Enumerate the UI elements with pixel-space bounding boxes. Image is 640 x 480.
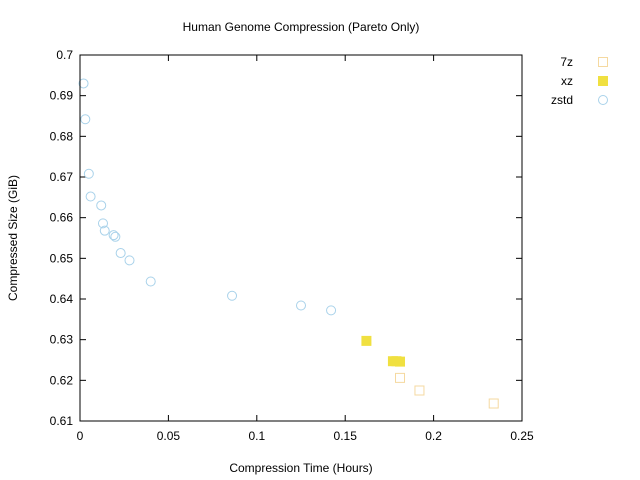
legend-label-zstd: zstd [551, 93, 573, 107]
series-7z [395, 372, 499, 409]
data-point-7z [395, 372, 406, 383]
axis-ticks: 0 0.05 0.1 0.15 0.2 0.25 0.61 0.62 0.63 0.64 0.65 0… [50, 48, 534, 443]
y-tick-label: 0.61 [50, 414, 74, 428]
x-tick-label: 0.2 [425, 429, 442, 443]
y-tick-label: 0.69 [50, 89, 74, 103]
y-tick-label: 0.62 [50, 373, 74, 387]
y-tick-label: 0.68 [50, 129, 74, 143]
chart-title: Human Genome Compression (Pareto Only) [183, 20, 420, 34]
data-point-zstd [83, 168, 94, 179]
data-point-7z [414, 385, 425, 396]
data-point-zstd [296, 300, 306, 311]
data-point-zstd [145, 276, 156, 287]
data-point-zstd [227, 290, 238, 301]
series-zstd [78, 78, 337, 316]
x-tick-label: 0.05 [157, 429, 181, 443]
legend-marker-7z [598, 57, 608, 67]
legend-label-7z: 7z [560, 55, 573, 69]
data-point-7z [488, 398, 499, 409]
x-tick-label: 0.1 [248, 429, 265, 443]
y-tick-label: 0.65 [50, 251, 74, 265]
legend: 7z xz zstd [551, 55, 608, 107]
data-point-zstd [97, 218, 108, 229]
data-point-zstd [78, 78, 89, 89]
data-point-zstd [110, 231, 121, 242]
plot-area-frame [79, 54, 523, 422]
y-tick-label: 0.67 [50, 170, 74, 184]
data-point-xz [361, 335, 372, 346]
series-xz [361, 335, 406, 367]
data-point-zstd [124, 255, 135, 266]
legend-marker-zstd [598, 95, 608, 105]
legend-marker-xz [598, 76, 608, 86]
data-points [78, 78, 499, 409]
data-point-zstd [326, 305, 337, 316]
y-tick-label: 0.63 [50, 333, 74, 347]
y-tick-label: 0.64 [50, 292, 74, 306]
data-point-zstd [85, 191, 96, 202]
y-axis-label: Compressed Size (GiB) [6, 175, 20, 301]
data-point-zstd [80, 114, 91, 125]
legend-label-xz: xz [561, 74, 573, 88]
data-point-zstd [115, 248, 126, 259]
data-point-zstd [96, 200, 107, 211]
x-tick-label: 0.15 [334, 429, 358, 443]
y-tick-label: 0.66 [50, 211, 74, 225]
x-axis-label: Compression Time (Hours) [229, 461, 372, 475]
y-tick-label: 0.7 [56, 48, 73, 62]
x-tick-label: 0 [77, 429, 84, 443]
x-tick-label: 0.25 [510, 429, 534, 443]
data-point-zstd [99, 225, 110, 236]
data-point-zstd [108, 230, 119, 241]
data-point-xz [395, 356, 406, 367]
